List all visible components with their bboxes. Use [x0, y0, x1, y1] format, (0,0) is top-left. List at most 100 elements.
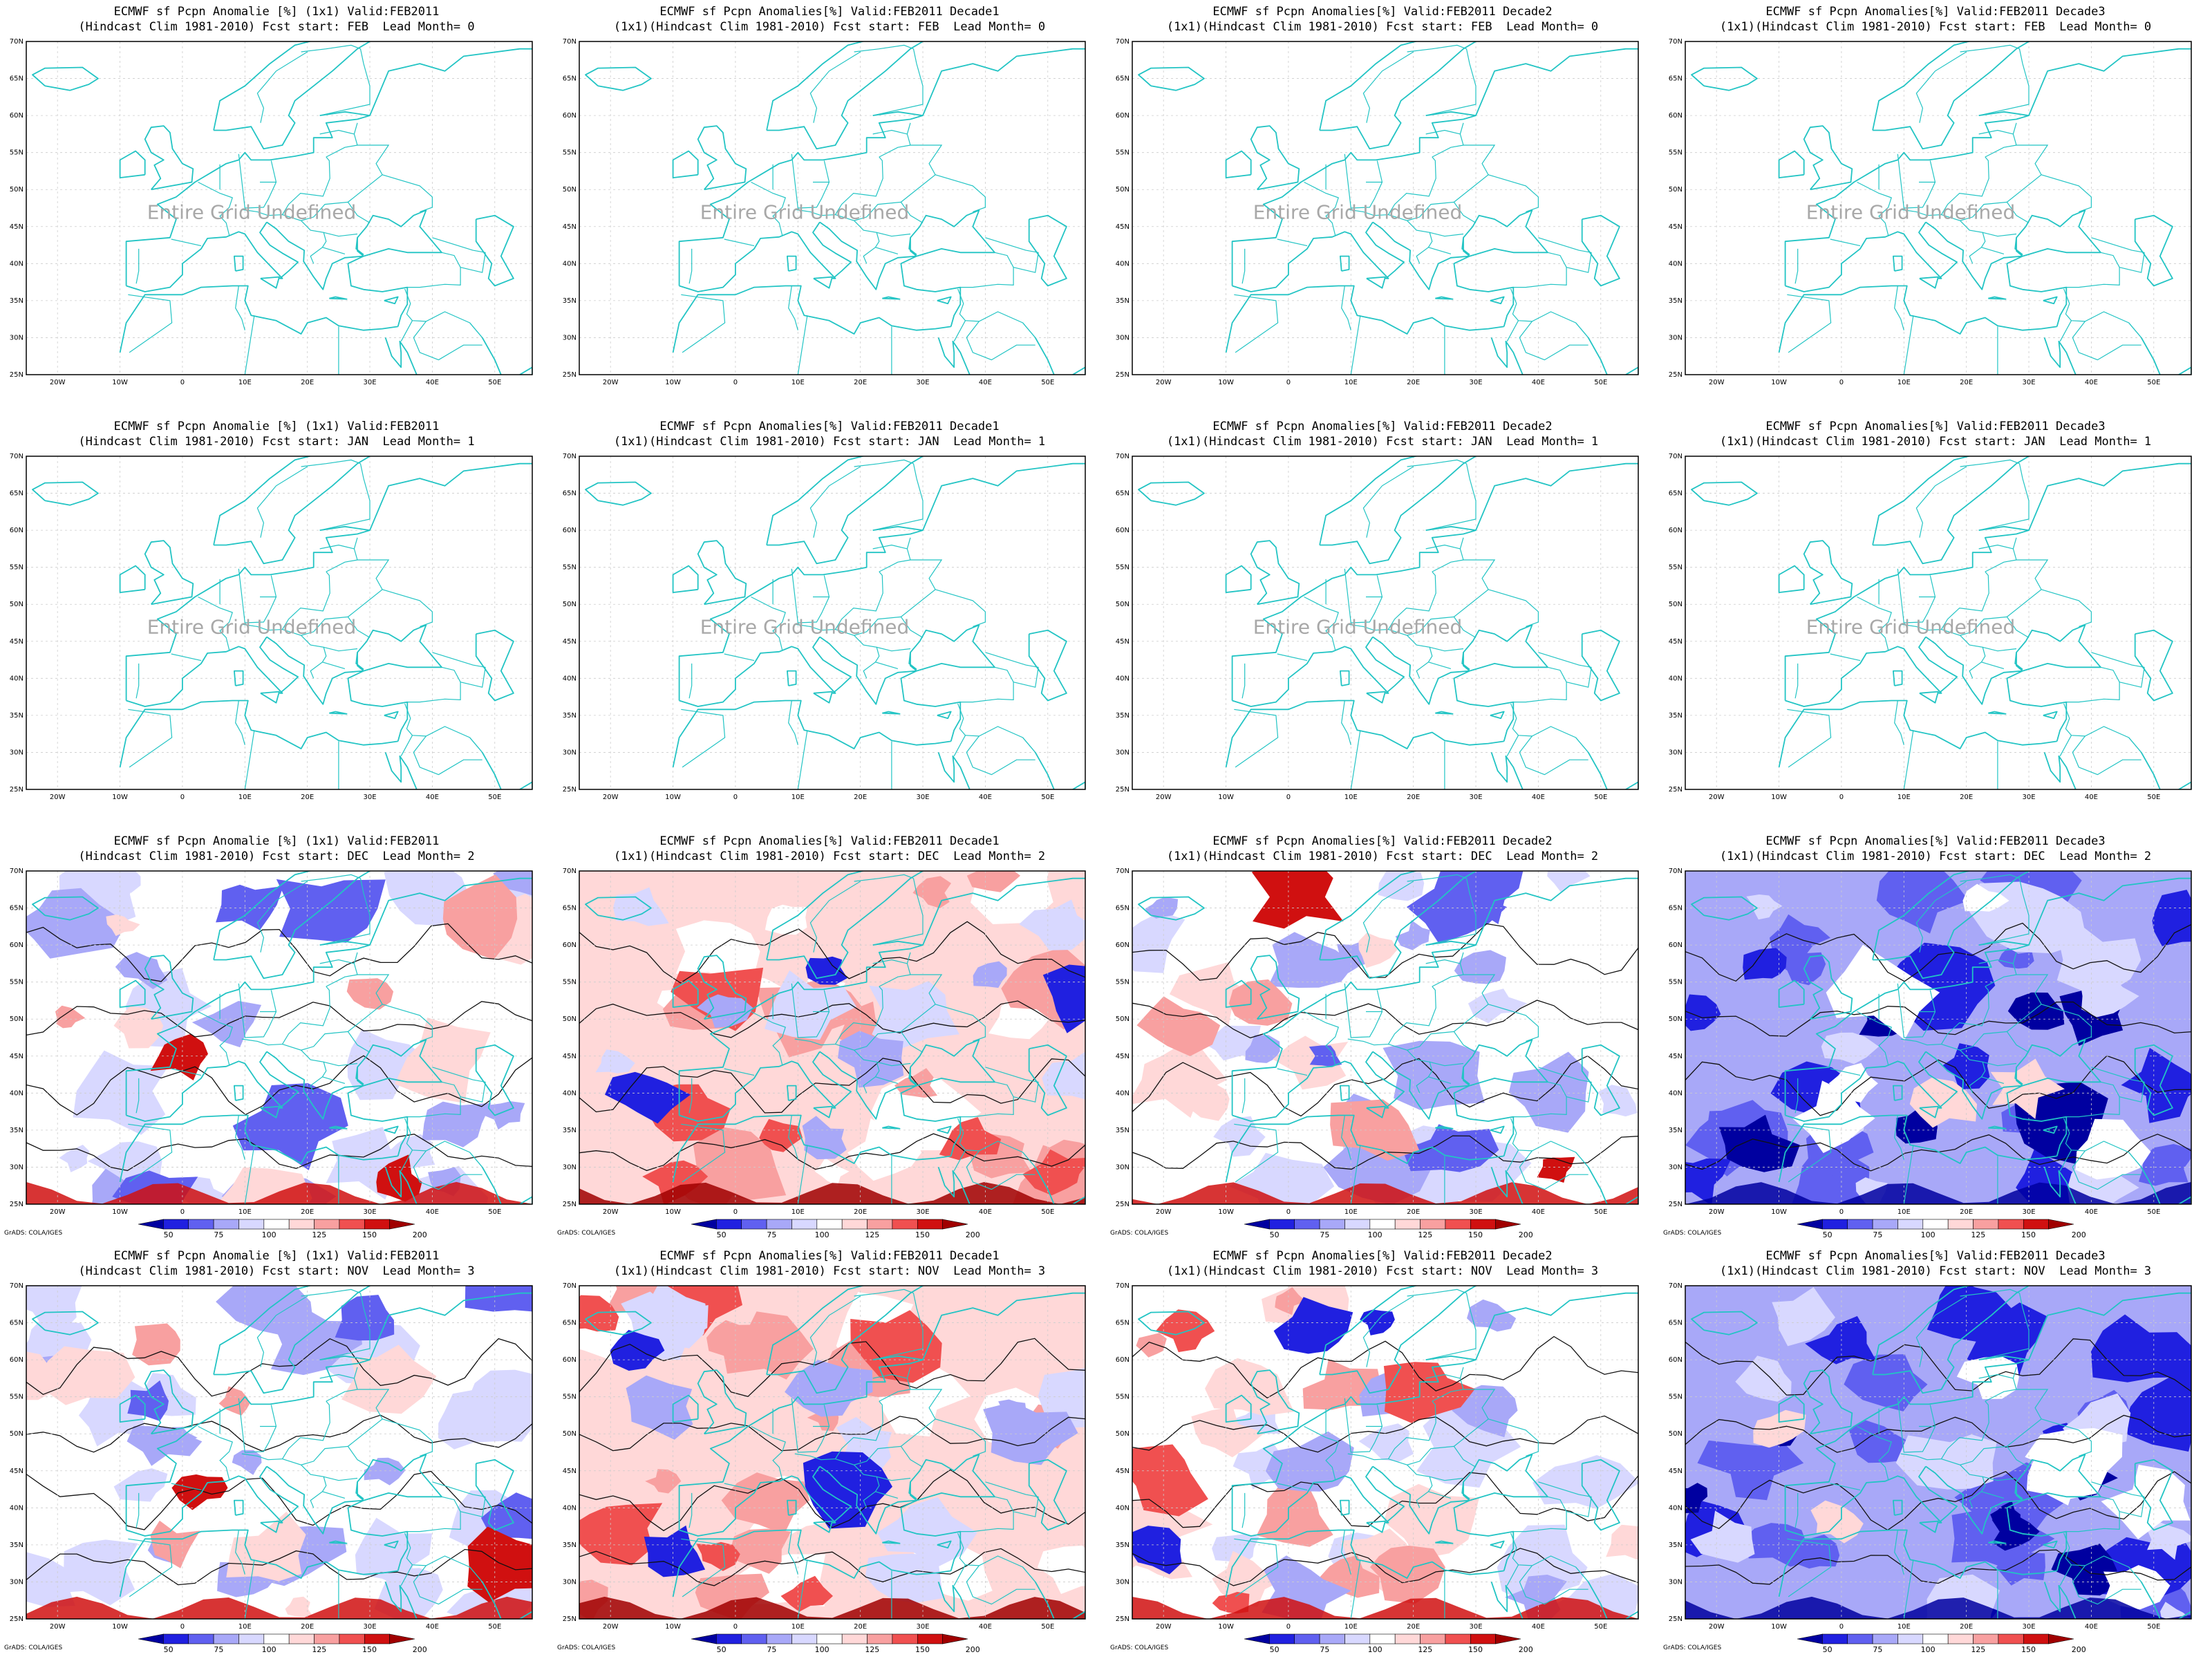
coastline: [32, 66, 99, 91]
coastline: [585, 1311, 652, 1335]
coastline: [819, 1039, 995, 1156]
anomaly-southern-band: [1132, 1182, 1638, 1204]
undefined-grid-label: Entire Grid Undefined: [147, 200, 357, 223]
country-border: [809, 881, 861, 953]
colorbar-label: 75: [1873, 1645, 1882, 1654]
coastline: [329, 1125, 348, 1130]
latitude-label: 65N: [10, 1320, 24, 1327]
panel-title: ECMWF sf Pcpn Anomalies[%] Valid:FEB2011…: [659, 1249, 1000, 1263]
anomaly-blob: [1895, 1434, 1997, 1490]
longitude-label: 20W: [603, 1623, 619, 1631]
panel-subtitle: (1x1)(Hindcast Clim 1981-2010) Fcst star…: [1719, 1264, 2152, 1278]
coastline: [1490, 752, 1524, 789]
country-border: [2159, 1203, 2162, 1204]
coastline: [1872, 871, 2030, 980]
coastline: [355, 1481, 364, 1500]
country-border: [1915, 51, 1967, 123]
colorbar-segment: [1420, 1633, 1446, 1644]
latitude-label: 40N: [563, 675, 577, 682]
grads-credit: GrADS: COLA/IGES: [4, 1644, 62, 1651]
country-border: [1407, 1464, 1433, 1508]
country-border: [1538, 1481, 1592, 1497]
country-border: [960, 666, 1014, 703]
country-border: [2059, 1150, 2072, 1172]
country-border: [2063, 288, 2142, 338]
contour-line: [26, 1470, 532, 1530]
colorbar-segment: [2023, 1219, 2049, 1230]
country-border: [688, 1492, 693, 1528]
coastline: [2043, 1540, 2058, 1549]
latitude-label: 30N: [563, 1163, 577, 1171]
country-border: [877, 646, 911, 652]
country-border: [854, 459, 914, 467]
latitude-label: 35N: [1669, 1541, 1683, 1549]
anomaly-blob: [1384, 1483, 1479, 1559]
latitude-label: 35N: [10, 297, 24, 305]
latitude-label: 30N: [10, 749, 24, 756]
map-panel: ECMWF sf Pcpn Anomalies[%] Valid:FEB2011…: [1106, 0, 1659, 415]
anomaly-blob: [605, 1071, 691, 1124]
country-border: [1407, 459, 1467, 467]
country-border: [1900, 571, 1989, 631]
latitude-label: 50N: [1669, 1430, 1683, 1438]
anomaly-blob: [1468, 988, 1528, 1024]
country-border: [1981, 1076, 2005, 1084]
panel-title: ECMWF sf Pcpn Anomalies[%] Valid:FEB2011…: [1765, 420, 2106, 433]
coastline: [384, 1540, 399, 1549]
latitude-label: 65N: [1669, 490, 1683, 498]
latitude-label: 50N: [1669, 1015, 1683, 1023]
coastline: [144, 125, 194, 191]
country-border: [1978, 878, 2030, 946]
coastline: [937, 296, 952, 305]
country-border: [1575, 322, 1589, 338]
country-border: [301, 874, 361, 882]
longitude-label: 10W: [112, 379, 128, 386]
country-border: [348, 537, 390, 617]
coastline: [2140, 751, 2191, 789]
colorbar-segment: [1294, 1633, 1320, 1644]
colorbar-segment: [238, 1219, 265, 1230]
map-canvas: 70N 65N 60N 55N 50N 45N 40N 35N 30N 25N 20W 10W 0 10E…: [1110, 868, 1639, 1239]
latitude-label: 55N: [563, 1394, 577, 1401]
longitude-label: 10W: [112, 1208, 128, 1216]
longitude-label: 50E: [488, 379, 501, 386]
country-border: [872, 544, 908, 550]
latitude-label: 55N: [10, 1394, 24, 1401]
anomaly-blob: [2121, 1047, 2191, 1123]
coastline: [213, 1286, 371, 1394]
latitude-label: 70N: [563, 868, 577, 875]
colorbar-label: 200: [2072, 1230, 2086, 1239]
coastline: [2140, 1166, 2191, 1204]
coastline: [585, 481, 652, 506]
country-border: [1513, 666, 1567, 703]
colorbar-label: 100: [1921, 1645, 1936, 1654]
latitude-label: 25N: [10, 1201, 24, 1208]
latitude-label: 50N: [1669, 186, 1683, 194]
anomaly-blob: [1769, 914, 1830, 962]
country-border: [953, 735, 966, 757]
coastline: [329, 296, 348, 300]
map-panel: ECMWF sf Pcpn Anomalies[%] Valid:FEB2011…: [1659, 1244, 2212, 1659]
panel-subtitle: (1x1)(Hindcast Clim 1981-2010) Fcst star…: [1166, 850, 1599, 863]
latitude-label: 65N: [10, 905, 24, 912]
coastline: [1425, 877, 1638, 946]
country-border: [420, 611, 433, 627]
colorbar-segment: [1797, 1219, 1823, 1230]
anomaly-blob: [850, 1310, 942, 1383]
longitude-label: 40E: [1532, 1208, 1545, 1216]
longitude-label: 40E: [979, 1623, 992, 1631]
country-border: [1794, 1492, 1799, 1528]
anomaly-blob: [1266, 1431, 1354, 1492]
country-border: [1234, 294, 1279, 353]
country-border: [688, 248, 693, 284]
anomaly-blob: [2139, 1144, 2191, 1186]
longitude-label: 10W: [1771, 794, 1787, 801]
coastline: [819, 624, 995, 742]
colorbar-segment: [213, 1219, 239, 1230]
country-border: [256, 466, 308, 538]
latitude-label: 45N: [1669, 223, 1683, 231]
latitude-label: 45N: [10, 638, 24, 646]
country-border: [1347, 1400, 1436, 1461]
anomaly-blob: [1962, 883, 2009, 912]
panel-subtitle: (1x1)(Hindcast Clim 1981-2010) Fcst star…: [613, 20, 1046, 34]
